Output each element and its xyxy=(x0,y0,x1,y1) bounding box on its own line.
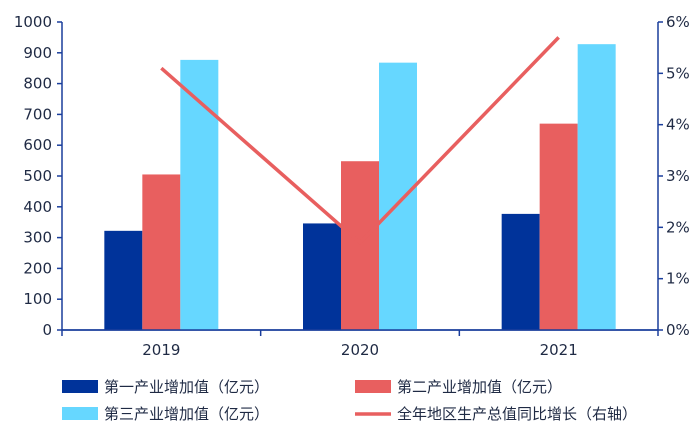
growth-line-path xyxy=(160,36,560,246)
legend-item: 第一产业增加值（亿元） xyxy=(62,378,269,396)
left-tick-label: 0 xyxy=(42,321,52,339)
bar-1-2019 xyxy=(104,230,143,330)
left-tick-label: 700 xyxy=(23,105,52,123)
bar-2-2021 xyxy=(539,123,578,330)
left-tick-label: 300 xyxy=(23,229,52,247)
left-tick-label: 900 xyxy=(23,44,52,62)
left-tick-label: 400 xyxy=(23,198,52,216)
legend-item: 全年地区生产总值同比增长（右轴） xyxy=(355,405,637,423)
bar-2-2019 xyxy=(142,174,181,330)
legend-swatch xyxy=(62,407,98,420)
category-label: 2021 xyxy=(540,341,578,359)
right-tick-label: 4% xyxy=(666,116,690,134)
legend-label: 第三产业增加值（亿元） xyxy=(104,405,269,423)
right-tick-label: 0% xyxy=(666,321,690,339)
bar-1-2020 xyxy=(303,223,341,330)
left-tick-label: 600 xyxy=(23,136,52,154)
legend: 第一产业增加值（亿元） 第二产业增加值（亿元） 第三产业增加值（亿元） 全年地区生产总… xyxy=(62,378,637,423)
legend-label: 全年地区生产总值同比增长（右轴） xyxy=(397,405,637,423)
legend-swatch xyxy=(355,380,391,393)
growth-line xyxy=(160,36,560,246)
right-tick-label: 2% xyxy=(666,218,690,236)
bar-1-2021 xyxy=(501,213,540,330)
bar-3-2020 xyxy=(379,62,417,330)
legend-label: 第二产业增加值（亿元） xyxy=(397,378,562,396)
left-tick-label: 1000 xyxy=(14,13,52,31)
legend-label: 第一产业增加值（亿元） xyxy=(104,378,269,396)
right-tick-label: 1% xyxy=(666,270,690,288)
category-label: 2020 xyxy=(341,341,379,359)
legend-item: 第三产业增加值（亿元） xyxy=(62,405,269,423)
bar-3-2019 xyxy=(180,59,219,330)
category-label: 2019 xyxy=(142,341,180,359)
left-tick-label: 500 xyxy=(23,167,52,185)
legend-item: 第二产业增加值（亿元） xyxy=(355,378,562,396)
left-tick-label: 200 xyxy=(23,259,52,277)
right-tick-label: 6% xyxy=(666,13,690,31)
right-tick-label: 3% xyxy=(666,167,690,185)
left-tick-label: 800 xyxy=(23,75,52,93)
right-tick-label: 5% xyxy=(666,64,690,82)
bars xyxy=(62,44,658,331)
legend-swatch xyxy=(62,380,98,393)
bar-2-2020 xyxy=(341,161,379,330)
left-tick-label: 100 xyxy=(23,290,52,308)
bar-3-2021 xyxy=(577,44,616,331)
